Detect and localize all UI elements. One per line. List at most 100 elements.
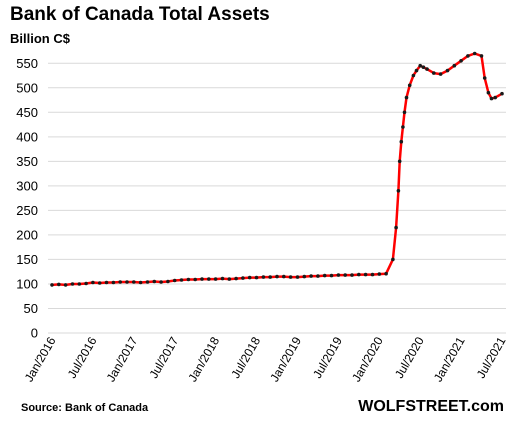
y-tick-label: 550 [16, 56, 38, 71]
y-tick-label: 200 [16, 227, 38, 242]
y-tick-label: 150 [16, 252, 38, 267]
data-point [227, 277, 232, 281]
y-axis-unit-label: Billion C$ [10, 31, 70, 46]
y-tick-label: 50 [24, 301, 38, 316]
data-point [438, 72, 443, 76]
data-point [172, 278, 177, 283]
x-tick-label: Jul/2019 [310, 334, 345, 381]
data-point [479, 54, 484, 58]
data-point [97, 281, 102, 285]
x-tick-label: Jan/2018 [185, 334, 222, 384]
data-point [384, 271, 388, 276]
data-point [411, 73, 416, 78]
data-point [84, 281, 88, 286]
source-note: Source: Bank of Canada [21, 402, 149, 414]
data-point [77, 282, 82, 286]
data-point [247, 275, 252, 280]
data-point [159, 280, 163, 284]
y-tick-label: 500 [16, 80, 38, 95]
data-point [363, 272, 368, 277]
data-point [425, 67, 429, 71]
data-point [104, 280, 109, 285]
x-tick-label: Jan/2020 [349, 334, 386, 384]
data-point [482, 76, 487, 80]
data-point [391, 257, 395, 262]
data-point [200, 277, 204, 281]
data-point [295, 275, 300, 279]
y-tick-label: 250 [16, 203, 38, 218]
data-point [486, 90, 491, 95]
data-point [166, 279, 170, 284]
data-point [452, 63, 457, 68]
data-point [179, 278, 184, 282]
data-point [493, 95, 498, 100]
data-point [234, 276, 238, 281]
y-tick-label: 0 [31, 326, 38, 341]
x-tick-label: Jul/2018 [228, 334, 263, 381]
data-point [57, 282, 61, 287]
data-point [397, 159, 402, 164]
data-point [186, 277, 191, 282]
data-point [329, 273, 334, 278]
data-point [282, 274, 286, 279]
x-tick-label: Jul/2021 [474, 334, 509, 381]
data-point [220, 276, 225, 281]
data-point [268, 275, 273, 279]
data-point [302, 274, 307, 279]
chart-title: Bank of Canada Total Assets [10, 4, 270, 25]
data-point [418, 63, 423, 68]
data-point [396, 189, 401, 193]
data-point [394, 225, 398, 230]
data-point [288, 275, 293, 279]
y-tick-label: 450 [16, 105, 38, 120]
x-tick-label: Jan/2017 [104, 334, 141, 384]
data-point [316, 274, 320, 278]
data-point [309, 274, 313, 278]
data-point [350, 273, 354, 277]
data-point [377, 272, 382, 276]
data-point [254, 275, 259, 280]
data-point [343, 273, 348, 277]
y-tick-label: 350 [16, 154, 38, 169]
data-point [70, 282, 75, 286]
data-point [261, 275, 266, 279]
data-point [399, 139, 404, 144]
data-point [489, 96, 494, 101]
data-point [472, 51, 477, 56]
data-point [421, 65, 426, 69]
data-point [125, 280, 129, 284]
data-point [322, 273, 327, 278]
data-point [213, 277, 218, 281]
data-point [241, 276, 245, 280]
data-point [207, 277, 211, 281]
data-point [63, 283, 68, 287]
data-point [118, 280, 122, 284]
data-point [370, 272, 375, 277]
data-point [336, 273, 341, 277]
data-point [138, 280, 143, 285]
x-tick-label: Jul/2017 [147, 334, 182, 381]
y-tick-label: 400 [16, 129, 38, 144]
data-point [275, 274, 279, 279]
data-point [466, 54, 470, 58]
data-point [111, 280, 116, 285]
x-tick-label: Jan/2016 [22, 334, 59, 384]
data-point [459, 59, 463, 63]
data-point [401, 125, 405, 129]
data-point [404, 95, 409, 100]
data-point [402, 110, 407, 115]
brand-watermark: WOLFSTREET.com [358, 398, 504, 415]
x-tick-label: Jul/2020 [392, 334, 427, 381]
data-point [500, 91, 504, 96]
x-tick-label: Jul/2016 [65, 334, 100, 381]
y-tick-label: 300 [16, 178, 38, 193]
data-point [407, 83, 412, 88]
data-point [193, 277, 197, 282]
data-point [132, 280, 136, 284]
data-point [152, 279, 157, 284]
y-tick-label: 100 [16, 276, 38, 291]
x-tick-label: Jan/2021 [431, 334, 468, 384]
data-point [50, 283, 54, 287]
data-point [445, 68, 450, 73]
